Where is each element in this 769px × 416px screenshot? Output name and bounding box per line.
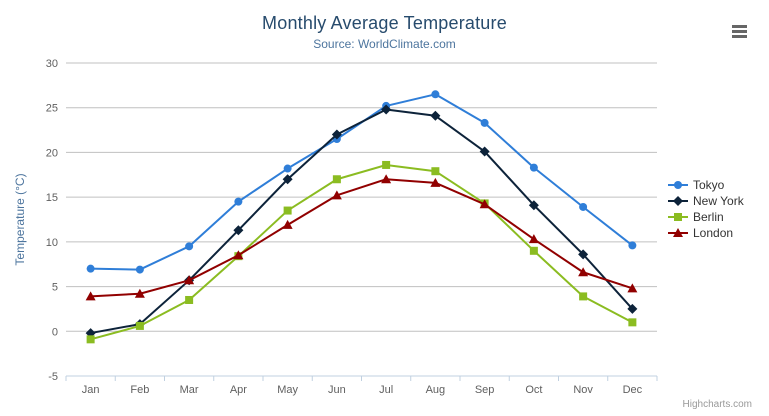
- data-point-new-york[interactable]: [331, 129, 342, 140]
- x-axis-label: May: [277, 384, 298, 396]
- x-axis-label: Jun: [328, 384, 346, 396]
- legend: Tokyo New York Berlin London: [668, 177, 744, 241]
- y-axis-title: Temperature (°C): [13, 173, 27, 265]
- data-point-london[interactable]: [430, 177, 441, 187]
- data-point-london[interactable]: [381, 174, 392, 184]
- legend-item-new-york[interactable]: New York: [668, 193, 744, 209]
- data-point-tokyo[interactable]: [135, 265, 144, 274]
- y-axis-label: 25: [46, 103, 58, 115]
- london-marker-shape: [673, 228, 683, 237]
- x-axis-label: Aug: [426, 384, 446, 396]
- legend-item-london[interactable]: London: [668, 225, 744, 241]
- series-line-london: [89, 178, 634, 298]
- hamburger-menu-icon: [731, 24, 747, 28]
- data-point-berlin[interactable]: [332, 175, 341, 184]
- data-point-london[interactable]: [331, 190, 342, 200]
- data-point-tokyo[interactable]: [86, 264, 95, 273]
- data-point-tokyo[interactable]: [480, 118, 489, 127]
- data-point-tokyo[interactable]: [529, 163, 538, 172]
- x-axis-label: Sep: [475, 384, 495, 396]
- legend-label: London: [693, 226, 734, 240]
- y-axis-label: 0: [52, 326, 58, 338]
- highcharts-credit[interactable]: Highcharts.com: [682, 399, 752, 410]
- y-axis-label: 20: [46, 147, 58, 159]
- data-point-tokyo[interactable]: [234, 197, 243, 206]
- x-axis-label: Mar: [180, 384, 199, 396]
- y-axis-label: -5: [48, 371, 58, 383]
- new-york-series-marker-icon: [668, 196, 688, 206]
- hamburger-menu-icon: [731, 34, 747, 38]
- x-axis-label: Dec: [623, 384, 643, 396]
- data-point-berlin[interactable]: [529, 246, 538, 255]
- data-point-berlin[interactable]: [185, 295, 194, 304]
- data-point-london[interactable]: [85, 291, 96, 301]
- data-point-london[interactable]: [282, 219, 293, 229]
- tokyo-marker-shape: [674, 181, 682, 189]
- data-point-tokyo[interactable]: [283, 164, 292, 173]
- data-point-berlin[interactable]: [579, 292, 588, 301]
- berlin-series-marker-icon: [668, 213, 688, 221]
- chart-subtitle: Source: WorldClimate.com: [313, 37, 456, 51]
- y-axis-label: 30: [46, 58, 58, 70]
- data-point-london[interactable]: [479, 199, 490, 209]
- legend-item-tokyo[interactable]: Tokyo: [668, 177, 744, 193]
- data-point-new-york[interactable]: [381, 104, 392, 115]
- x-axis-label: Jul: [379, 384, 393, 396]
- london-series-marker-icon: [668, 228, 688, 237]
- berlin-marker-shape: [674, 213, 682, 221]
- data-point-berlin[interactable]: [135, 321, 144, 330]
- series-line-berlin: [89, 163, 634, 341]
- data-point-new-york[interactable]: [627, 303, 638, 314]
- y-axis-label: 5: [52, 282, 58, 294]
- data-point-london[interactable]: [578, 267, 589, 277]
- x-axis-label: Feb: [130, 384, 149, 396]
- data-point-berlin[interactable]: [382, 160, 391, 169]
- data-point-new-york[interactable]: [528, 200, 539, 211]
- legend-label: New York: [693, 194, 744, 208]
- legend-item-berlin[interactable]: Berlin: [668, 209, 744, 225]
- data-point-tokyo[interactable]: [431, 90, 440, 99]
- data-point-london[interactable]: [184, 275, 195, 285]
- data-point-berlin[interactable]: [283, 206, 292, 215]
- export-menu-button[interactable]: [727, 20, 751, 42]
- data-point-tokyo[interactable]: [628, 241, 637, 250]
- data-point-london[interactable]: [627, 283, 638, 293]
- data-point-london[interactable]: [134, 288, 145, 298]
- x-axis-label: Nov: [573, 384, 593, 396]
- data-point-new-york[interactable]: [282, 174, 293, 185]
- x-axis-label: Apr: [230, 384, 247, 396]
- legend-label: Berlin: [693, 210, 724, 224]
- hamburger-menu-icon: [731, 29, 747, 33]
- series-line-tokyo: [89, 93, 634, 271]
- data-point-new-york[interactable]: [479, 146, 490, 157]
- new-york-marker-shape: [673, 196, 683, 206]
- y-axis-label: 10: [46, 237, 58, 249]
- data-point-london[interactable]: [528, 234, 539, 244]
- tokyo-series-marker-icon: [668, 181, 688, 189]
- y-axis-label: 15: [46, 192, 58, 204]
- data-point-tokyo[interactable]: [185, 242, 194, 251]
- x-axis-label: Oct: [525, 384, 542, 396]
- data-point-new-york[interactable]: [578, 249, 589, 260]
- data-point-new-york[interactable]: [430, 110, 441, 121]
- series-line-new-york: [89, 108, 634, 335]
- data-point-berlin[interactable]: [628, 318, 637, 327]
- data-point-berlin[interactable]: [86, 335, 95, 344]
- x-axis-label: Jan: [82, 384, 100, 396]
- data-point-london[interactable]: [233, 250, 244, 260]
- data-point-berlin[interactable]: [431, 167, 440, 176]
- chart-title: Monthly Average Temperature: [262, 13, 507, 33]
- legend-label: Tokyo: [693, 178, 725, 192]
- data-point-new-york[interactable]: [233, 225, 244, 236]
- data-point-tokyo[interactable]: [579, 202, 588, 211]
